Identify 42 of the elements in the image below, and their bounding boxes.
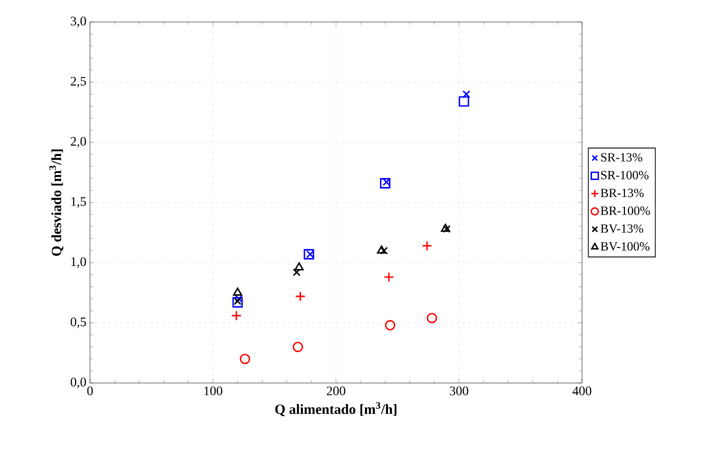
point [240,354,250,364]
point [422,240,432,252]
y-tick-label: 3,0 [70,16,86,28]
y-tick-label: 2,5 [70,76,86,88]
legend-label: BR-13% [600,188,644,198]
point [426,312,438,324]
x-tick-label: 300 [450,386,468,396]
legend-label: SR-100% [601,170,648,180]
y-tick-label: 2,0 [70,137,86,148]
point [376,245,386,254]
point [462,90,470,98]
point [294,262,304,270]
y-tick-label: 0,5 [70,318,86,328]
point [384,272,394,282]
point [234,297,242,306]
point [234,294,243,303]
point [304,249,314,260]
point [231,310,242,321]
point [380,246,388,255]
x-tick-label: 200 [326,386,346,396]
point [292,342,304,352]
x-tick-label: 100 [204,386,222,396]
legend-label: BR-100% [600,206,650,215]
y-tick-label: 0,0 [70,378,86,388]
legend-label: SR-13% [601,153,642,162]
x-tick-label: 400 [572,386,592,396]
y-tick-label: 1,0 [71,257,86,268]
point [292,268,301,276]
point [440,224,450,232]
point [232,297,243,308]
point [458,96,470,107]
point [233,288,242,296]
y-axis-title: Q desviado [m$^{3}$/h] [49,150,64,256]
legend-label: BV-100% [600,242,650,251]
legend-label: BV-13% [600,224,644,233]
point [295,291,306,302]
x-axis-title: Q alimentado [m$^{3}$/h] [275,402,396,416]
point [442,225,451,233]
x-tick-label: 0 [87,386,93,396]
y-tick-label: 1,5 [71,197,86,208]
point [380,178,390,188]
point [384,320,396,330]
